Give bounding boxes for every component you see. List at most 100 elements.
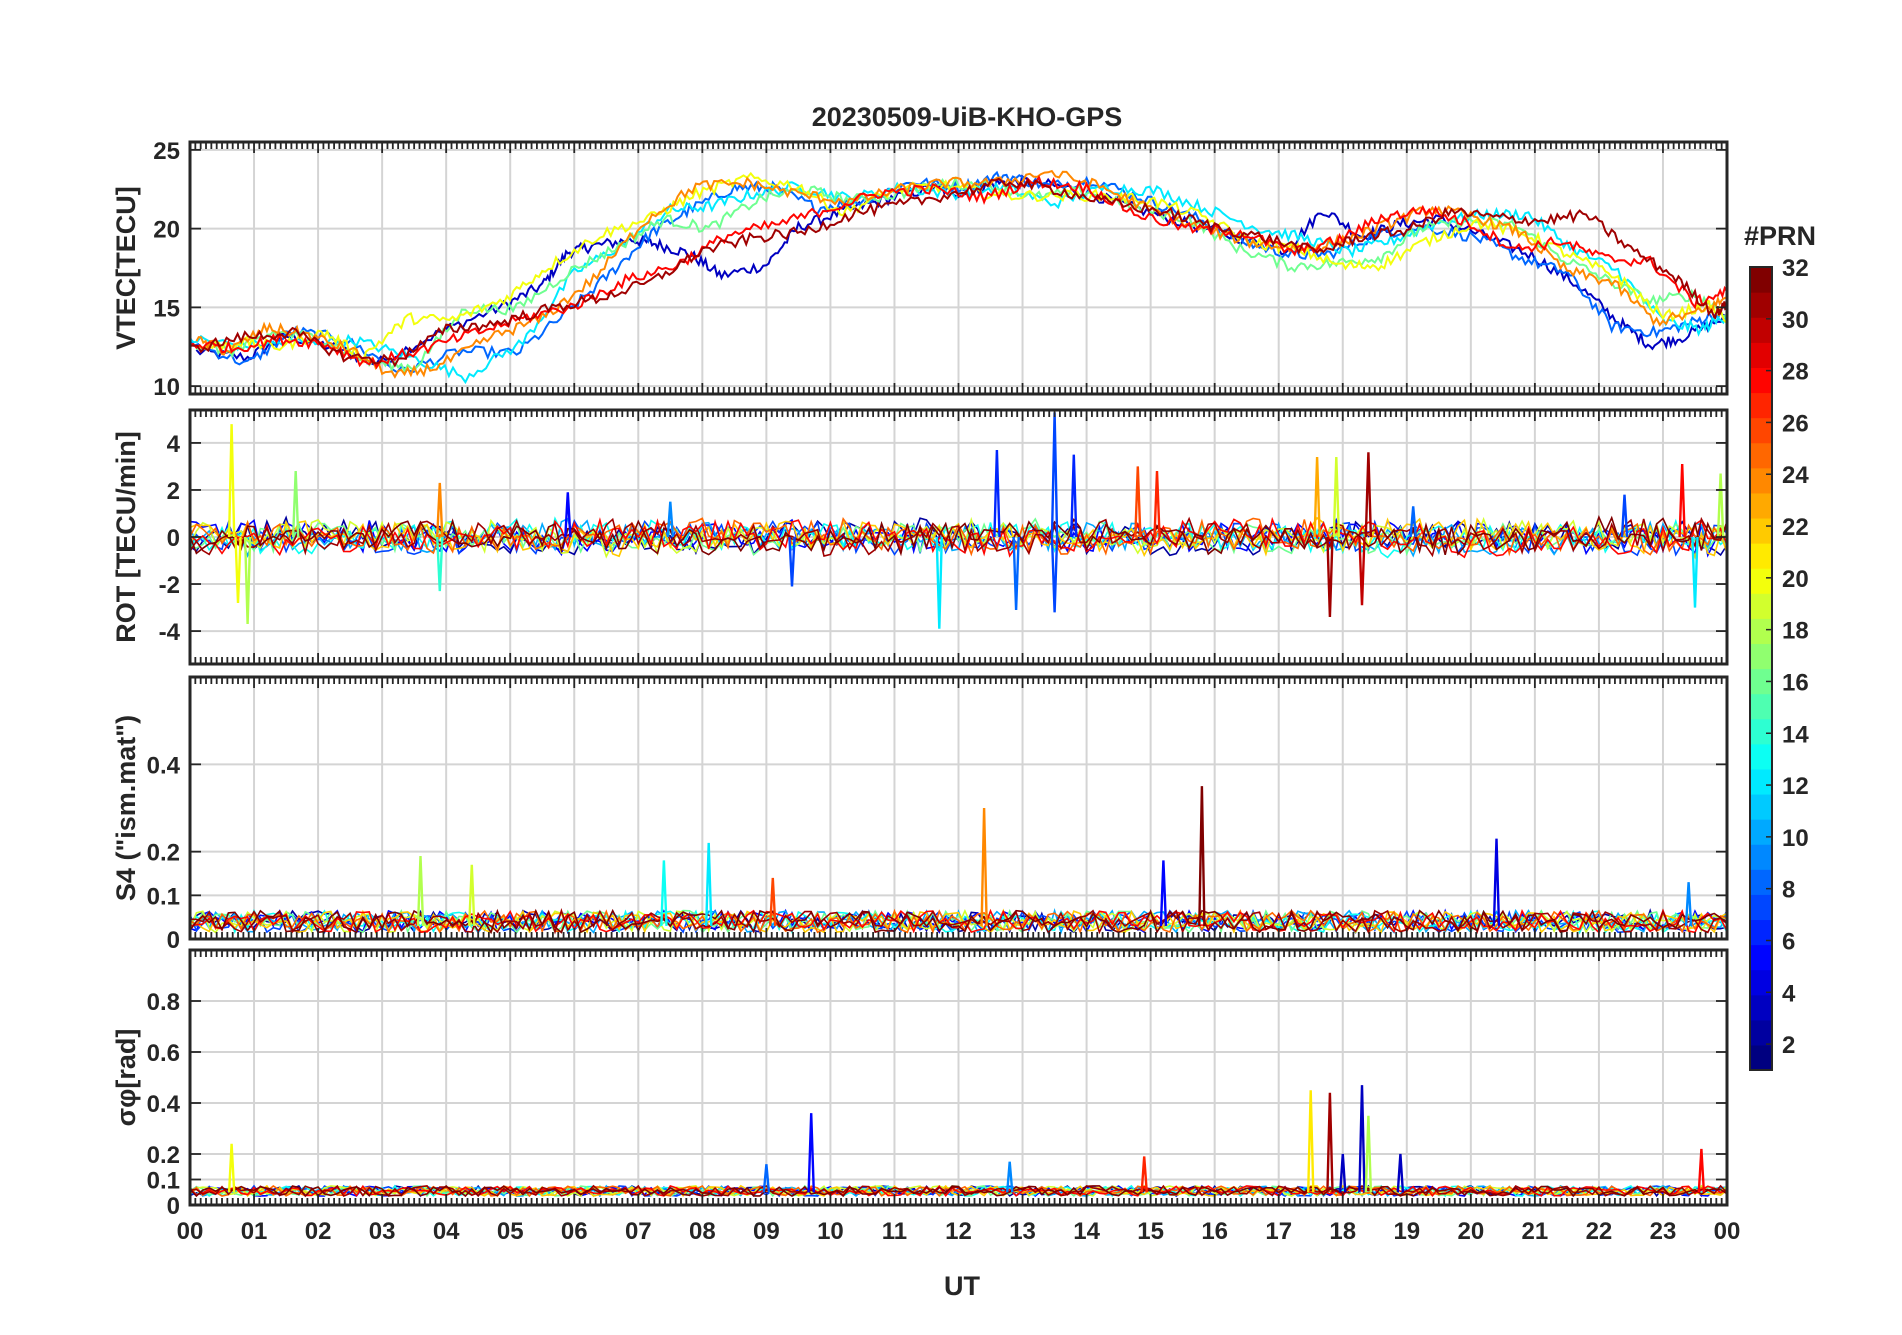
spike-prn-17 xyxy=(291,471,300,538)
x-tick-label: 06 xyxy=(561,1218,588,1245)
colorbar-band xyxy=(1750,768,1772,795)
spike-prn-20 xyxy=(227,1143,236,1193)
y-tick-label: -4 xyxy=(159,619,181,646)
spike-prn-30 xyxy=(1358,536,1366,606)
series-prn-28 xyxy=(190,174,1727,370)
x-tick-label: 05 xyxy=(497,1218,524,1245)
x-tick-label: 16 xyxy=(1201,1218,1228,1245)
y-tick-label: 0.2 xyxy=(147,840,180,867)
spike-prn-19 xyxy=(468,864,476,926)
colorbar-band xyxy=(1750,593,1772,619)
spike-prn-21 xyxy=(1307,1090,1315,1193)
x-tick-label: 00 xyxy=(177,1218,204,1245)
spike-prn-24 xyxy=(980,807,988,926)
spike-prn-31 xyxy=(1364,452,1373,538)
spike-prn-8 xyxy=(1012,536,1020,610)
colorbar-band xyxy=(1750,894,1772,921)
spike-prn-9 xyxy=(1684,882,1693,926)
series-group xyxy=(190,412,1727,629)
spike-prn-18 xyxy=(1364,1115,1373,1193)
spike-prn-12 xyxy=(935,536,943,629)
y-tick-label: 25 xyxy=(153,138,180,165)
spike-prn-9 xyxy=(666,501,675,538)
y-tick-label: 0.1 xyxy=(147,1168,180,1195)
colorbar-band xyxy=(1750,267,1772,293)
colorbar-band xyxy=(1750,793,1772,820)
colorbar-band xyxy=(1750,844,1772,870)
series-prn-28 xyxy=(190,516,1727,559)
x-tick-label: 20 xyxy=(1457,1218,1484,1245)
colorbar-tick-label: 12 xyxy=(1782,773,1809,800)
spike-prn-14 xyxy=(436,536,444,592)
y-tick-label: 2 xyxy=(167,478,180,505)
x-tick-label: 01 xyxy=(241,1218,268,1245)
spike-prn-32 xyxy=(1198,786,1206,926)
spike-prn-5 xyxy=(564,492,572,538)
x-tick-label: 03 xyxy=(369,1218,396,1245)
spike-prn-31 xyxy=(1326,536,1334,618)
spike-prn-4 xyxy=(1492,838,1501,926)
spike-prn-8 xyxy=(1409,506,1417,538)
spike-prn-18 xyxy=(416,855,425,926)
panel-rot: -4 -2 0 2 4 ROT [TECU/min] xyxy=(111,408,1729,666)
y-tick-label: 0.2 xyxy=(147,1142,180,1169)
colorbar-band xyxy=(1750,668,1772,695)
colorbar-band xyxy=(1750,743,1772,770)
spike-prn-3 xyxy=(1358,1085,1366,1193)
spike-prn-24 xyxy=(436,482,444,538)
colorbar-tick-label: 24 xyxy=(1782,462,1809,489)
y-tick-label: 15 xyxy=(153,295,180,322)
x-tick-label: 15 xyxy=(1137,1218,1164,1245)
series-prn-32 xyxy=(190,1184,1727,1198)
colorbar-tick-label: 18 xyxy=(1782,618,1809,645)
x-tick-label: 13 xyxy=(1009,1218,1036,1245)
spike-prn-18 xyxy=(243,536,252,625)
y-tick-label: 0 xyxy=(167,1193,180,1220)
panel-vtec: 10 15 20 25 VTEC[TECU] xyxy=(111,138,1729,401)
x-tick-label: 17 xyxy=(1265,1218,1292,1245)
y-axis-label: ROT [TECU/min] xyxy=(111,431,141,642)
spike-prn-18 xyxy=(1716,473,1725,538)
x-tick-label: 11 xyxy=(882,1218,907,1245)
spike-prn-26 xyxy=(769,877,777,926)
series-prn-32 xyxy=(190,908,1727,935)
spike-prn-13 xyxy=(660,860,668,926)
spike-prn-27 xyxy=(1153,471,1161,538)
spike-prn-5 xyxy=(1159,860,1168,926)
colorbar-tick-label: 4 xyxy=(1782,980,1796,1007)
colorbar-band xyxy=(1750,693,1772,720)
x-tick-label: 07 xyxy=(625,1218,652,1245)
x-tick-label: 10 xyxy=(817,1218,844,1245)
colorbar-band xyxy=(1750,367,1772,394)
x-tick-label: 04 xyxy=(433,1218,460,1245)
spike-prn-8 xyxy=(762,1164,771,1193)
y-axis-label: σφ[rad] xyxy=(111,1029,141,1127)
panel-sigphi: 00.10.2 0.4 0.6 0.8σφ[rad] 00 01 02 03 04 05 06 07 0… xyxy=(111,948,1740,1245)
figure-title: 20230509-UiB-KHO-GPS xyxy=(812,102,1123,132)
x-tick-label: 21 xyxy=(1522,1218,1549,1245)
y-axis-label: S4 ("ism.mat") xyxy=(111,715,141,901)
spike-prn-12 xyxy=(1691,536,1699,608)
spike-prn-7 xyxy=(1050,536,1059,613)
y-tick-label: 4 xyxy=(167,431,181,458)
spike-prn-6 xyxy=(993,449,1001,538)
series-prn-22 xyxy=(190,516,1727,560)
colorbar-tick-label: 20 xyxy=(1782,566,1809,593)
spike-prn-20 xyxy=(227,424,236,538)
spike-prn-3 xyxy=(1339,1153,1347,1193)
colorbar-band xyxy=(1750,342,1772,368)
spike-prn-7 xyxy=(788,536,796,587)
colorbar-tick-label: 32 xyxy=(1782,255,1809,282)
series-prn-31 xyxy=(190,516,1727,558)
colorbar-band xyxy=(1750,618,1772,645)
colorbar-tick-label: 2 xyxy=(1782,1032,1795,1059)
colorbar-band xyxy=(1750,392,1772,419)
colorbar-band xyxy=(1750,944,1772,971)
spike-prn-28 xyxy=(1678,464,1686,538)
series-group xyxy=(190,169,1727,385)
colorbar-tick-label: 14 xyxy=(1782,721,1809,748)
colorbar-band xyxy=(1750,969,1772,996)
x-tick-label: 23 xyxy=(1650,1218,1677,1245)
colorbar-tick-label: 6 xyxy=(1782,928,1795,955)
